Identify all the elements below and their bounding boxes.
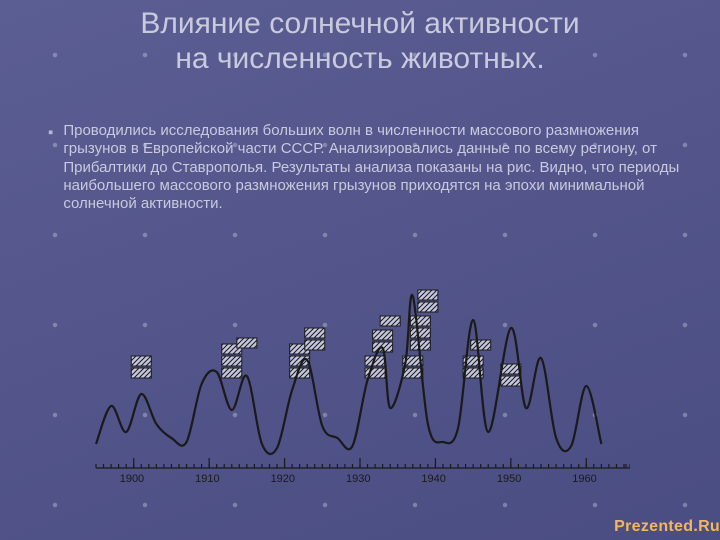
svg-text:1950: 1950 — [497, 473, 521, 485]
watermark-text: Prezented.Ru — [614, 518, 720, 536]
svg-text:1900: 1900 — [120, 473, 144, 485]
svg-text:1940: 1940 — [421, 473, 445, 485]
svg-text:1920: 1920 — [271, 473, 295, 485]
bullet-marker-icon: ▪ — [48, 122, 53, 213]
slide-title: Влияние солнечной активности на численно… — [0, 6, 720, 77]
svg-text:1910: 1910 — [195, 473, 219, 485]
svg-text:1930: 1930 — [346, 473, 370, 485]
svg-text:1960: 1960 — [572, 473, 596, 485]
body-text-block: ▪ Проводились исследования больших волн … — [48, 122, 690, 213]
bullet-text: Проводились исследования больших волн в … — [63, 122, 690, 213]
rodent-population-chart: 1900 1910 1920 1930 1940 1950 1960 — [90, 282, 630, 512]
